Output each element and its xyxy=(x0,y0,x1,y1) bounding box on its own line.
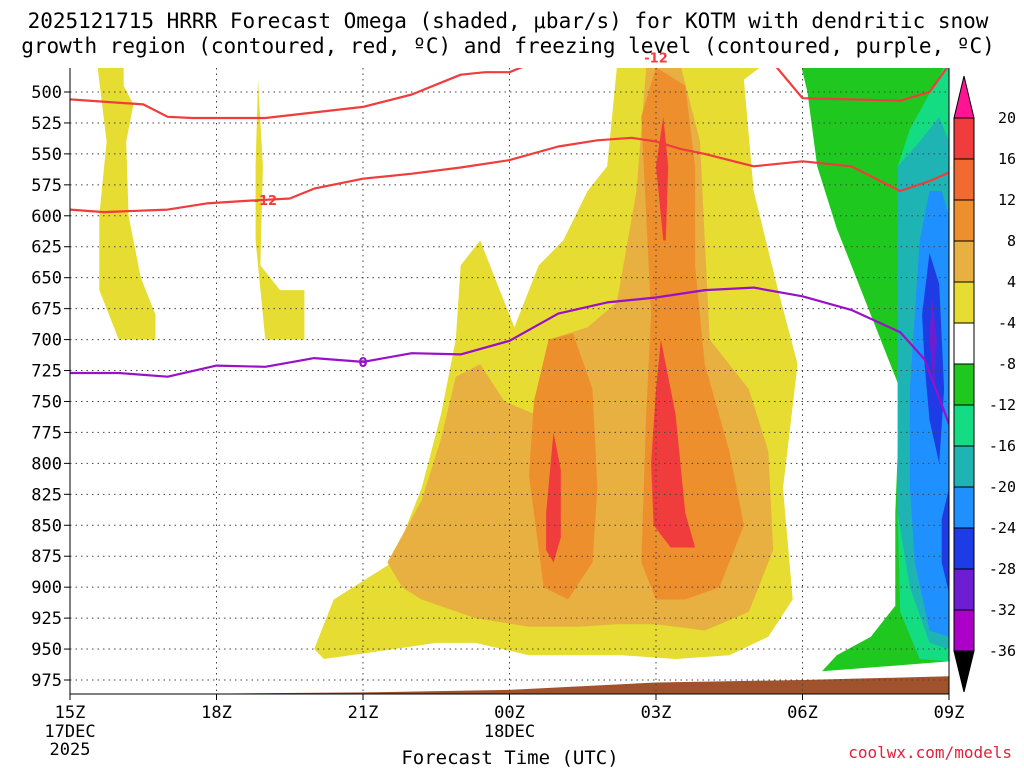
y-tick-label-500: 500 xyxy=(31,83,62,103)
contour-labels: -12 -12 0 xyxy=(254,51,668,371)
y-tick-label-625: 625 xyxy=(31,238,62,258)
colorbar-box-6 xyxy=(953,363,975,406)
dendritic-contour-1 xyxy=(70,136,949,214)
y-tick-label-950: 950 xyxy=(31,640,62,660)
colorbar-box-11 xyxy=(953,568,975,611)
omega-region-neg20-14 xyxy=(941,488,949,594)
colorbar-label-11: -28 xyxy=(989,560,1016,578)
colorbar-box-9 xyxy=(953,486,975,529)
x-tick-label-03Z: 03Z xyxy=(641,703,672,723)
x-tick-year-15Z: 2025 xyxy=(50,740,91,760)
contours xyxy=(70,68,949,425)
colorbar-box-7 xyxy=(953,404,975,447)
colorbar-label-7: -12 xyxy=(989,396,1016,414)
colorbar-box-8 xyxy=(953,445,975,488)
credit-text: coolwx.com/models xyxy=(848,743,1012,762)
colorbar-label-10: -24 xyxy=(989,519,1016,537)
y-tick-label-575: 575 xyxy=(31,176,62,196)
omega-shading xyxy=(97,68,949,672)
colorbar-label-9: -20 xyxy=(989,478,1016,496)
y-tick-label-825: 825 xyxy=(31,485,62,505)
colorbar-label-0: 20 xyxy=(998,109,1016,127)
y-axis-ticks: 500 525 550 575 600 625 650 675 700 725 750 775 800 8… xyxy=(31,83,70,691)
colorbar-box-0 xyxy=(953,117,975,160)
colorbar-label-13: -36 xyxy=(989,642,1016,660)
x-tick-label-00Z: 00Z xyxy=(494,703,525,723)
y-tick-label-525: 525 xyxy=(31,114,62,134)
grid-lines xyxy=(70,68,949,694)
colorbar-label-3: 8 xyxy=(1007,232,1016,250)
y-tick-label-700: 700 xyxy=(31,331,62,351)
y-tick-label-750: 750 xyxy=(31,392,62,412)
y-tick-label-975: 975 xyxy=(31,671,62,691)
y-tick-label-850: 850 xyxy=(31,516,62,536)
colorbar-label-8: -16 xyxy=(989,437,1016,455)
y-tick-label-650: 650 xyxy=(31,269,62,289)
y-tick-label-775: 775 xyxy=(31,423,62,443)
colorbar-label-1: 16 xyxy=(998,150,1016,168)
colorbar-box-12 xyxy=(953,609,975,652)
omega-region-4-1 xyxy=(255,79,305,340)
omega-region-16-8 xyxy=(651,339,696,548)
x-tick-date-00Z: 18DEC xyxy=(484,722,535,742)
omega-region-16-6 xyxy=(546,432,561,563)
x-tick-date-15Z: 17DEC xyxy=(44,722,95,742)
x-tick-label-15Z: 15Z xyxy=(55,703,86,723)
colorbar-box-10 xyxy=(953,527,975,570)
colorbar-box-4 xyxy=(953,281,975,324)
y-tick-label-725: 725 xyxy=(31,362,62,382)
dendritic-contour-1-label: -12 xyxy=(254,194,278,209)
y-tick-label-875: 875 xyxy=(31,547,62,567)
x-tick-label-06Z: 06Z xyxy=(787,703,818,723)
omega-region-4-0 xyxy=(97,68,156,340)
colorbar-box-3 xyxy=(953,240,975,283)
dendritic-contour-0-label: -12 xyxy=(644,51,668,66)
x-tick-label-21Z: 21Z xyxy=(348,703,379,723)
chart-title-line-2: growth region (contoured, red, ºC) and f… xyxy=(21,34,995,58)
colorbar-label-5: -4 xyxy=(998,314,1016,332)
colorbar-label-6: -8 xyxy=(998,355,1016,373)
y-tick-label-925: 925 xyxy=(31,609,62,629)
y-tick-label-675: 675 xyxy=(31,300,62,320)
y-tick-label-900: 900 xyxy=(31,578,62,598)
colorbar-box-5 xyxy=(953,322,975,365)
y-tick-label-800: 800 xyxy=(31,454,62,474)
colorbar-bottom-triangle xyxy=(953,650,975,693)
colorbar-label-12: -32 xyxy=(989,601,1016,619)
chart-title-line-1: 2025121715 HRRR Forecast Omega (shaded, … xyxy=(28,9,989,33)
x-tick-label-18Z: 18Z xyxy=(201,703,232,723)
x-tick-label-09Z: 09Z xyxy=(934,703,965,723)
colorbar-box-1 xyxy=(953,158,975,201)
colorbar: 20 16 12 8 4 -4 -8 -12 -16 -20 -24 -28 -32 -36 xyxy=(953,75,1016,693)
terrain-area xyxy=(70,676,949,694)
colorbar-label-4: 4 xyxy=(1007,273,1016,291)
freezing-level-contour-label: 0 xyxy=(358,356,367,371)
x-axis-title: Forecast Time (UTC) xyxy=(401,747,618,768)
omega-region-16-7 xyxy=(656,116,669,241)
omega-region-neg24-15 xyxy=(929,296,937,390)
colorbar-box-2 xyxy=(953,199,975,242)
dendritic-contour-0 xyxy=(70,68,949,120)
y-tick-label-550: 550 xyxy=(31,145,62,165)
freezing-level-contour xyxy=(70,286,949,425)
y-tick-label-600: 600 xyxy=(31,207,62,227)
terrain-fill xyxy=(70,676,949,694)
plot-area: -12 -12 0 xyxy=(69,51,950,695)
colorbar-label-2: 12 xyxy=(998,191,1016,209)
